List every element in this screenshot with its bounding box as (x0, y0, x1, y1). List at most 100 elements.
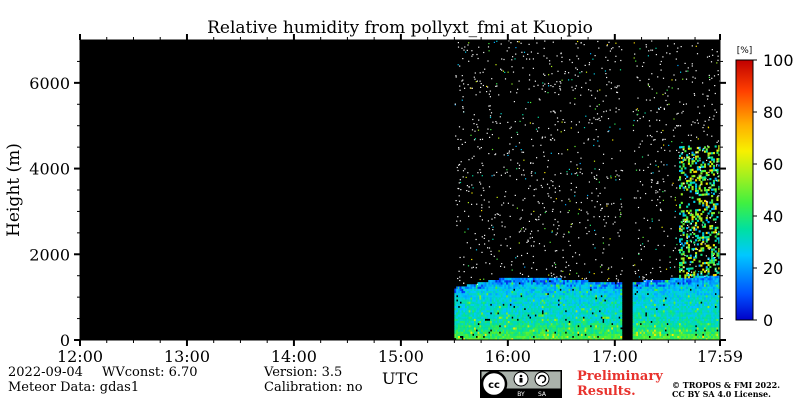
rh-cell (491, 290, 494, 294)
rh-cell (477, 314, 480, 317)
rh-cell (645, 327, 648, 330)
rh-cell (538, 320, 541, 324)
rh-cell (648, 282, 651, 285)
rh-cell (643, 299, 646, 302)
noise-dot (575, 67, 577, 69)
rh-cell (481, 329, 484, 332)
rh-cell (614, 318, 617, 322)
rh-cell (507, 327, 510, 330)
rh-cell (691, 331, 694, 334)
rh-cell (664, 299, 667, 302)
rh-cell (479, 320, 482, 324)
rh-cell (643, 310, 646, 313)
rh-cell (568, 312, 571, 315)
rh-cell (522, 299, 525, 302)
noise-dot (490, 129, 492, 131)
rh-cell (511, 337, 514, 341)
rh-cell (465, 337, 468, 341)
rh-cell (668, 327, 671, 330)
rh-cell (570, 310, 573, 313)
rh-cell (520, 286, 523, 289)
rh-cell (693, 170, 696, 173)
noise-dot (591, 200, 593, 202)
rh-cell (463, 327, 466, 330)
noise-dot (484, 234, 486, 236)
rh-cell (575, 331, 578, 334)
noise-dot (476, 123, 478, 126)
rh-cell (577, 314, 580, 317)
rh-cell (591, 329, 594, 332)
rh-cell (613, 299, 616, 302)
rh-cell (523, 295, 526, 298)
rh-cell (591, 305, 594, 309)
rh-cell (596, 310, 600, 313)
rh-cell (534, 320, 537, 324)
rh-cell (490, 286, 493, 289)
rh-cell (637, 327, 641, 330)
rh-cell (611, 290, 614, 294)
rh-cell (618, 325, 621, 328)
rh-cell (691, 333, 694, 337)
noise-dot (488, 186, 491, 188)
noise-dot (483, 278, 485, 280)
rh-cell (589, 299, 592, 302)
rh-cell (620, 329, 623, 332)
noise-dot (537, 52, 539, 54)
rh-cell (502, 312, 505, 315)
rh-cell (657, 305, 660, 309)
noise-dot (614, 86, 616, 88)
noise-dot (556, 276, 558, 278)
rh-cell (709, 261, 712, 264)
rh-cell (648, 325, 651, 328)
rh-cell (595, 301, 598, 304)
rh-cell (698, 185, 701, 188)
rh-cell (493, 301, 496, 304)
noise-dot (463, 282, 465, 284)
rh-cell (457, 333, 461, 337)
rh-cell (570, 329, 573, 332)
rh-cell (564, 312, 567, 315)
noise-dot (536, 269, 538, 271)
rh-cell (686, 286, 689, 289)
rh-cell (655, 327, 658, 330)
noise-dot (477, 126, 479, 128)
rh-cell (579, 327, 582, 330)
rh-cell (547, 303, 550, 307)
rh-cell (518, 335, 521, 339)
rh-cell (536, 307, 539, 311)
rh-cell (548, 286, 551, 289)
rh-cell (686, 322, 689, 326)
rh-cell (593, 295, 596, 298)
noise-dot (607, 59, 609, 61)
rh-cell (552, 327, 555, 330)
rh-cell (561, 286, 564, 289)
rh-cell (577, 284, 580, 287)
rh-cell (545, 301, 548, 304)
rh-cell (657, 312, 660, 315)
noise-dot (541, 88, 543, 90)
rh-cell (573, 325, 576, 328)
rh-cell (696, 318, 699, 322)
rh-cell (525, 280, 528, 283)
rh-cell (614, 316, 617, 319)
rh-cell (479, 333, 482, 337)
rh-cell (520, 307, 523, 311)
noise-dot (529, 237, 531, 239)
rh-cell (484, 322, 487, 326)
rh-cell (605, 305, 608, 309)
rh-cell (686, 325, 689, 328)
rh-cell (705, 280, 708, 283)
noise-dot (475, 267, 477, 269)
rh-cell (652, 316, 655, 319)
rh-cell (679, 301, 682, 304)
rh-cell (664, 303, 667, 307)
noise-dot (539, 214, 542, 216)
rh-cell (641, 284, 644, 287)
rh-cell (561, 307, 564, 311)
noise-dot (516, 255, 519, 257)
rh-cell (563, 284, 566, 287)
rh-cell (637, 320, 641, 324)
rh-cell (575, 299, 578, 302)
rh-cell (613, 295, 616, 298)
rh-cell (522, 312, 525, 315)
